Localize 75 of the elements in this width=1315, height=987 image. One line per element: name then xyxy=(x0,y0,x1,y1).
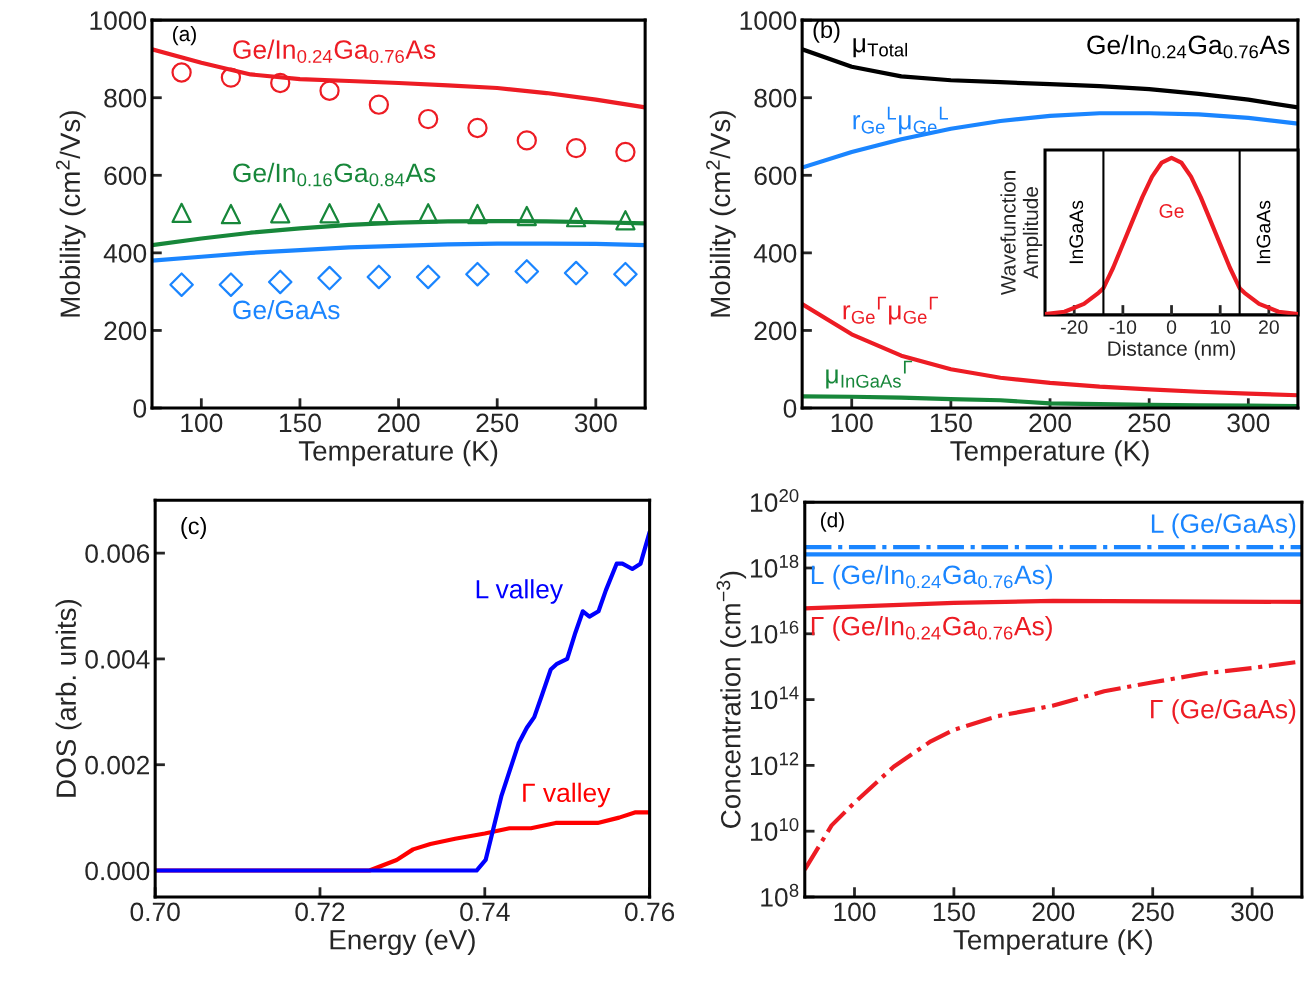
x-tick-label: 10 xyxy=(1210,320,1231,334)
annotation: (b) xyxy=(813,20,840,43)
y-tick-label: 600 xyxy=(754,166,797,186)
y-tick-label: 10$^{8}$ xyxy=(761,883,799,907)
x-tick-label: 150 xyxy=(930,413,972,433)
x-tick-label: 200 xyxy=(1029,413,1072,433)
y-tick-label: 600 xyxy=(104,166,147,186)
series-label: r$_{Ge}$$^{Γ}$μ$_{Ge}$$^{Γ}$ xyxy=(843,296,938,325)
y-tick-label: 10$^{12}$ xyxy=(751,752,799,776)
x-tick-label: 0.76 xyxy=(624,902,675,922)
y-tick-label: 0.000 xyxy=(85,861,150,881)
annotation: (a) xyxy=(173,25,196,46)
y-axis-title: Mobility (cm$^{2}$/Vs) xyxy=(706,111,736,317)
y-tick-label: 800 xyxy=(754,88,797,108)
y-axis-title: Mobility (cm$^{2}$/Vs) xyxy=(55,111,86,317)
series-label: Ge/GaAs xyxy=(233,299,340,320)
annotation: (d) xyxy=(820,512,844,532)
x-tick-label: 200 xyxy=(377,413,420,433)
series-label: Ge/In$_{0.24}$Ga$_{0.76}$As xyxy=(233,39,436,63)
y-tick-label: 0 xyxy=(783,399,797,418)
y-tick-label: 400 xyxy=(103,244,147,263)
x-tick-label: 0.70 xyxy=(130,902,180,922)
y-tick-label: 1000 xyxy=(90,11,147,30)
y-tick-label: 1000 xyxy=(740,11,797,30)
x-tick-label: 250 xyxy=(476,413,519,433)
x-tick-label: 250 xyxy=(1128,413,1171,433)
y-axis-title: Wavefunction Amplitude xyxy=(1000,171,1043,296)
x-tick-label: 100 xyxy=(831,413,873,433)
y-axis-title: Concentration (cm$^{−3}$) xyxy=(716,571,747,828)
x-tick-label: 150 xyxy=(279,413,321,433)
x-tick-label: 0.72 xyxy=(295,902,345,922)
series-label: Γ (Ge/In$_{0.24}$Ga$_{0.76}$As) xyxy=(811,616,1052,641)
series-label: L (Ge/GaAs) xyxy=(1151,513,1296,539)
x-tick-label: -10 xyxy=(1109,320,1137,334)
annotation: (c) xyxy=(181,516,206,539)
x-tick-label: 0 xyxy=(1166,320,1177,334)
y-tick-label: 10$^{16}$ xyxy=(751,620,799,644)
y-tick-label: 10$^{18}$ xyxy=(751,554,799,578)
series-label: μ$_{Total}$ xyxy=(853,38,908,58)
series-label: L (Ge/In$_{0.24}$Ga$_{0.76}$As) xyxy=(811,564,1053,590)
y-tick-label: 800 xyxy=(104,88,147,108)
series-label: Ge/In$_{0.16}$Ga$_{0.84}$As xyxy=(233,162,436,187)
y-tick-label: 0.006 xyxy=(85,544,150,563)
annotation: InGaAs xyxy=(1256,200,1271,264)
y-tick-label: 0.002 xyxy=(85,755,149,775)
y-tick-label: 10$^{14}$ xyxy=(751,686,799,710)
series-label: Γ (Ge/GaAs) xyxy=(1151,699,1296,724)
x-axis-title: Energy (eV) xyxy=(330,929,475,956)
x-tick-label: 300 xyxy=(574,413,617,433)
series-label: Γ valley xyxy=(523,782,611,808)
y-tick-label: 400 xyxy=(753,244,797,263)
x-tick-label: 100 xyxy=(834,902,876,922)
y-axis-title: DOS (arb. units) xyxy=(55,599,82,797)
y-tick-label: 10$^{20}$ xyxy=(751,489,799,512)
y-tick-label: 0.004 xyxy=(85,650,150,669)
annotation: Ge/In$_{0.24}$Ga$_{0.76}$As xyxy=(1087,34,1290,59)
x-tick-label: 300 xyxy=(1231,902,1274,922)
x-axis-title: Temperature (K) xyxy=(953,929,1152,956)
x-tick-label: 20 xyxy=(1259,320,1279,334)
x-tick-label: 300 xyxy=(1227,413,1270,433)
series-label: L valley xyxy=(476,579,564,604)
x-tick-label: -20 xyxy=(1061,320,1088,334)
annotation: InGaAs xyxy=(1069,200,1084,264)
series-label: μ$_{InGaAs}$$^{Γ}$ xyxy=(826,360,913,389)
x-tick-label: 250 xyxy=(1132,902,1174,922)
x-tick-label: 200 xyxy=(1032,902,1075,922)
x-tick-label: 150 xyxy=(933,902,975,922)
x-axis-title: Distance (nm) xyxy=(1108,340,1236,361)
x-tick-label: 100 xyxy=(181,413,223,433)
x-axis-title: Temperature (K) xyxy=(950,440,1149,467)
annotation: Ge xyxy=(1159,204,1184,218)
x-axis-title: Temperature (K) xyxy=(298,440,498,467)
x-tick-label: 0.74 xyxy=(460,902,510,922)
y-tick-label: 10$^{10}$ xyxy=(751,818,799,841)
y-tick-label: 0 xyxy=(133,399,147,418)
